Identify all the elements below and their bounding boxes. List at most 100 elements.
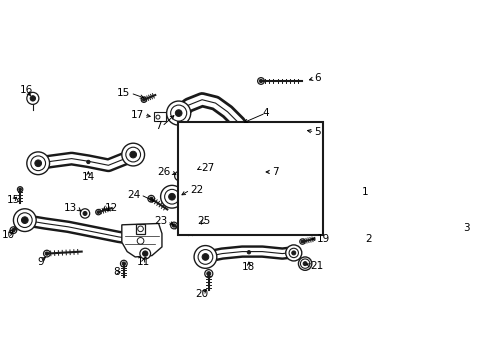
Circle shape [18,213,32,228]
Circle shape [239,202,262,225]
Circle shape [303,262,307,266]
Circle shape [167,101,191,125]
Circle shape [243,206,258,221]
Circle shape [96,210,101,215]
Circle shape [138,226,144,231]
Text: 1: 1 [362,187,368,197]
Text: 21: 21 [311,261,324,271]
Text: 9: 9 [37,257,44,267]
Text: 10: 10 [1,230,15,240]
Circle shape [247,251,250,254]
Text: 27: 27 [201,163,214,173]
Text: 22: 22 [190,185,203,195]
Circle shape [300,239,305,244]
Text: 16: 16 [20,85,33,95]
Circle shape [161,185,183,208]
Circle shape [149,197,153,201]
Text: 18: 18 [242,262,256,272]
Circle shape [169,193,175,200]
Circle shape [258,78,264,84]
Circle shape [292,251,296,255]
Circle shape [300,259,310,268]
Text: 19: 19 [317,234,330,244]
Circle shape [122,262,125,265]
Circle shape [240,147,264,171]
Text: 13: 13 [64,203,77,213]
Circle shape [397,120,448,171]
Text: 24: 24 [127,190,141,200]
Circle shape [192,173,194,176]
Circle shape [87,160,90,163]
Circle shape [13,209,36,231]
Circle shape [172,224,176,227]
Circle shape [440,123,449,132]
Circle shape [143,98,145,101]
FancyBboxPatch shape [378,225,393,238]
Circle shape [22,217,28,224]
Circle shape [19,188,22,191]
FancyBboxPatch shape [178,122,322,235]
Circle shape [395,123,405,132]
Circle shape [156,115,160,119]
Circle shape [126,147,141,162]
Text: 2: 2 [366,234,372,244]
Text: 23: 23 [154,216,167,226]
Circle shape [97,211,100,213]
Circle shape [141,97,147,102]
Circle shape [207,272,211,276]
Circle shape [202,253,209,260]
Text: 15: 15 [7,195,20,205]
Circle shape [434,215,445,225]
Text: 3: 3 [463,223,469,233]
Circle shape [175,110,182,116]
Circle shape [251,167,262,177]
Circle shape [254,169,260,175]
Circle shape [122,143,145,166]
Text: 7: 7 [155,121,162,131]
Text: 7: 7 [271,167,278,177]
Text: 25: 25 [197,216,210,226]
Text: 6: 6 [315,73,321,83]
Circle shape [436,218,460,242]
Circle shape [404,126,441,164]
Circle shape [18,187,23,192]
Circle shape [165,189,179,204]
Circle shape [281,133,284,136]
Circle shape [171,105,187,121]
Circle shape [27,93,39,104]
Circle shape [441,222,456,238]
Circle shape [194,246,217,268]
Circle shape [177,174,181,178]
Circle shape [10,227,17,234]
Circle shape [45,252,49,255]
Circle shape [80,209,90,218]
Circle shape [44,250,50,257]
Circle shape [205,270,213,278]
Circle shape [397,215,408,225]
Circle shape [445,227,452,234]
Text: 20: 20 [196,289,209,299]
Circle shape [244,150,260,167]
Circle shape [174,171,184,181]
Circle shape [121,260,127,267]
Circle shape [83,211,87,215]
Text: 12: 12 [105,203,119,213]
Text: 11: 11 [137,257,150,267]
Text: 5: 5 [315,127,321,137]
Text: 4: 4 [262,108,269,118]
FancyBboxPatch shape [136,224,145,234]
Circle shape [148,195,155,202]
Circle shape [289,248,298,258]
Text: 14: 14 [82,172,95,182]
FancyBboxPatch shape [154,112,166,121]
Circle shape [247,210,254,217]
Circle shape [30,96,35,101]
Circle shape [137,238,144,244]
Circle shape [171,222,177,229]
Text: 15: 15 [117,88,130,98]
Circle shape [143,251,148,256]
Circle shape [140,248,150,259]
Polygon shape [395,118,453,168]
Polygon shape [122,224,162,257]
Polygon shape [388,165,450,239]
